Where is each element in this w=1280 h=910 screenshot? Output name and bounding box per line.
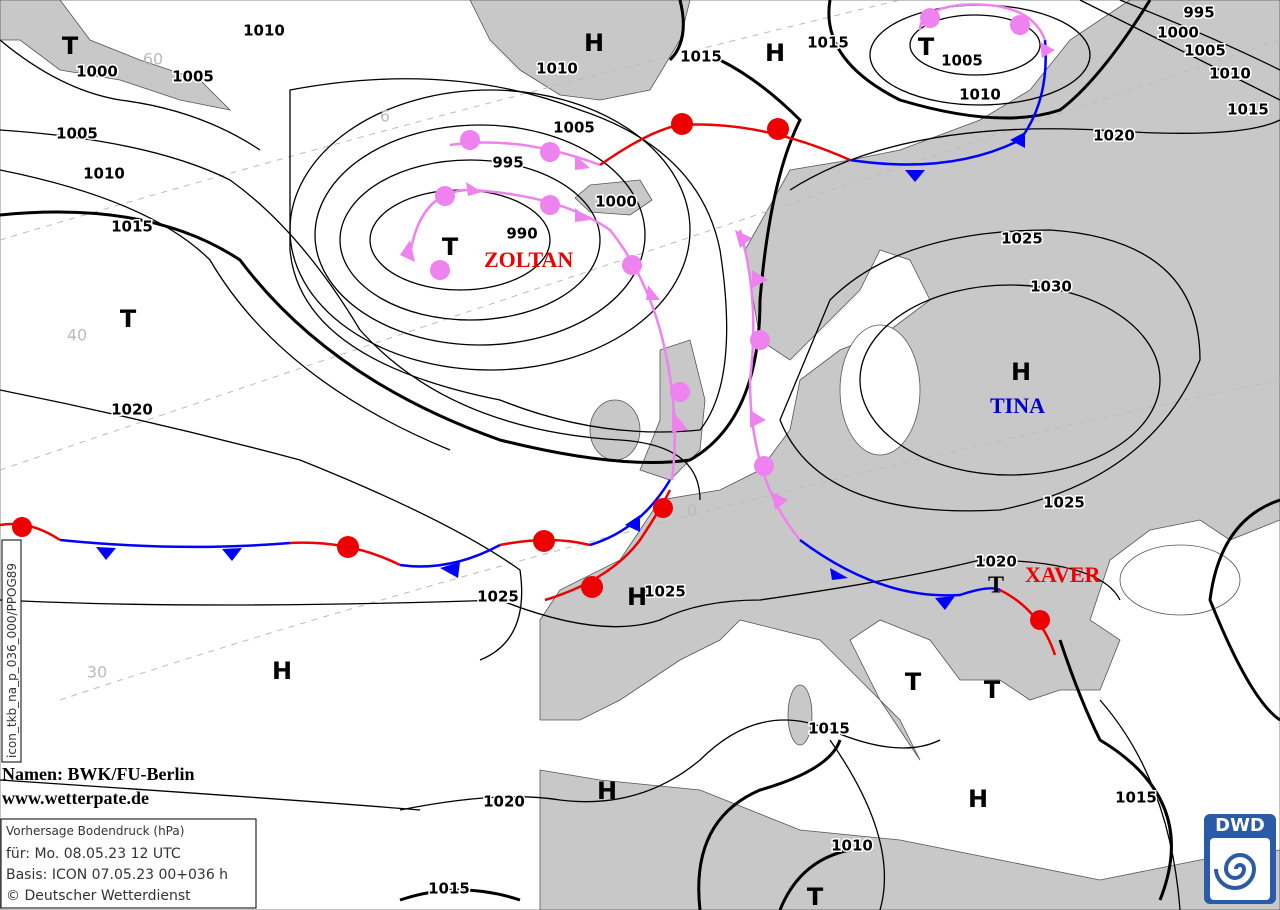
latitude-label: 6 xyxy=(380,107,390,126)
isobar-label: 1015 xyxy=(808,720,850,738)
info-line: © Deutscher Wetterdienst xyxy=(6,888,191,904)
isobar-label: 1000 xyxy=(76,63,118,81)
pressure-center: T xyxy=(984,676,1001,704)
latitude-label: 40 xyxy=(67,326,87,345)
isobar-label: 1030 xyxy=(1030,278,1072,296)
run-id-box xyxy=(1,539,22,763)
isobar-label: 1015 xyxy=(1115,789,1157,807)
system-name: XAVER xyxy=(1025,562,1102,587)
isobar-label: 1025 xyxy=(477,588,519,606)
pressure-center: H xyxy=(765,39,785,67)
pressure-center: H xyxy=(1011,358,1031,386)
isobar-label: 1010 xyxy=(959,86,1001,104)
isobar-label: 1005 xyxy=(172,68,214,86)
run-id: icon_tkb_na_p_036_000/PPOG89 xyxy=(5,563,19,758)
pressure-center: T xyxy=(918,33,935,61)
isobar-label: 1020 xyxy=(483,793,525,811)
isobar-label: 1025 xyxy=(644,583,686,601)
pressure-center: T xyxy=(120,305,137,333)
isobar-label: 1010 xyxy=(1209,65,1251,83)
latitude-label: 60 xyxy=(143,50,163,69)
credits-names: Namen: BWK/FU-Berlin xyxy=(2,764,194,784)
isobar-label: 995 xyxy=(1183,4,1214,22)
pressure-center: H xyxy=(584,29,604,57)
isobar-label: 1010 xyxy=(536,60,578,78)
isobar-label: 1005 xyxy=(941,52,983,70)
pressure-center: H xyxy=(968,785,988,813)
isobar-label: 1010 xyxy=(83,165,125,183)
isobar-label: 1020 xyxy=(111,401,153,419)
pressure-center: H xyxy=(627,583,647,611)
credits-website[interactable]: www.wetterpate.de xyxy=(2,788,149,808)
isobar-label: 1025 xyxy=(1001,230,1043,248)
dwd-logo: DWD xyxy=(1204,814,1276,904)
info-line: Vorhersage Bodendruck (hPa) xyxy=(6,824,184,838)
isobar-label: 990 xyxy=(506,225,537,243)
isobar-label: 1015 xyxy=(428,880,470,898)
graticule xyxy=(0,0,1280,701)
isobar-label: 1005 xyxy=(553,119,595,137)
isobar-label: 1010 xyxy=(831,837,873,855)
front-low: T xyxy=(988,573,1004,599)
pressure-center: T xyxy=(62,32,79,60)
logo-text: DWD xyxy=(1215,815,1265,836)
baltic-sea xyxy=(839,324,921,456)
isobar-label: 1015 xyxy=(680,48,722,66)
isobar-label: 1005 xyxy=(56,125,98,143)
isobar-label: 1015 xyxy=(807,34,849,52)
system-name: TINA xyxy=(990,393,1045,418)
isobar-label: 1015 xyxy=(1227,101,1269,119)
latitude-label: 30 xyxy=(87,663,107,682)
info-line: Basis: ICON 07.05.23 00+036 h xyxy=(6,867,228,883)
isobar-label: 1020 xyxy=(975,553,1017,571)
info-line: für: Mo. 08.05.23 12 UTC xyxy=(6,846,181,862)
pressure-center: H xyxy=(272,657,292,685)
pressure-center: H xyxy=(597,777,617,805)
latitude-label: 0 xyxy=(687,501,697,520)
front-symbols xyxy=(12,8,1055,630)
system-name: ZOLTAN xyxy=(484,247,573,272)
isobar-label: 1025 xyxy=(1043,494,1085,512)
isobar-label: 1015 xyxy=(111,218,153,236)
pressure-center: T xyxy=(442,233,459,261)
isobar-label: 1000 xyxy=(595,193,637,211)
isobar-label: 1010 xyxy=(243,22,285,40)
isobar-label: 995 xyxy=(492,154,523,172)
pressure-center: T xyxy=(807,883,824,910)
isobar-label: 1005 xyxy=(1184,42,1226,60)
isobar-label: 1020 xyxy=(1093,127,1135,145)
pressure-center: T xyxy=(905,668,922,696)
isobar-label: 1000 xyxy=(1157,24,1199,42)
info-box xyxy=(0,818,257,909)
